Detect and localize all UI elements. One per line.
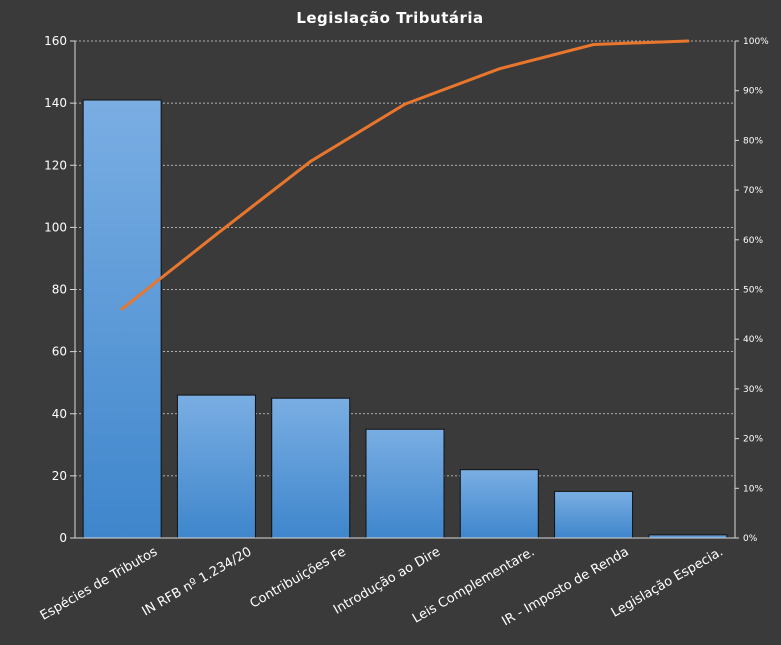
line-point: [592, 42, 596, 46]
y2-tick-label: 30%: [743, 385, 763, 395]
y-tick-label: 100: [44, 220, 67, 234]
y2-tick-label: 90%: [743, 87, 763, 97]
y-tick-label: 0: [59, 531, 67, 545]
y-tick-label: 80: [52, 283, 67, 297]
y2-tick-label: 40%: [743, 335, 763, 345]
y2-tick-label: 80%: [743, 136, 763, 146]
bar: [459, 469, 539, 539]
y2-tick-label: 0%: [743, 534, 758, 544]
bar: [176, 394, 256, 539]
y2-tick-label: 70%: [743, 186, 763, 196]
y-tick-label: 20: [52, 469, 67, 483]
y2-tick-label: 50%: [743, 286, 763, 296]
bar-series: [82, 99, 728, 539]
bar: [271, 397, 351, 539]
y-tick-label: 140: [44, 96, 67, 110]
y2-tick-label: 10%: [743, 484, 763, 494]
line-point: [214, 232, 218, 236]
y2-tick-label: 60%: [743, 236, 763, 246]
y2-tick-label: 100%: [743, 37, 769, 47]
line-point: [120, 307, 124, 311]
line-point: [497, 67, 501, 71]
bar: [554, 490, 634, 539]
y-tick-label: 160: [44, 34, 67, 48]
grid-lines: [75, 40, 735, 477]
line-point: [309, 159, 313, 163]
line-point: [403, 102, 407, 106]
y-tick-label: 60: [52, 345, 67, 359]
line-point: [686, 39, 690, 43]
chart-title: Legislação Tributária: [296, 9, 483, 27]
x-tick-label: Contribuições Fe: [248, 544, 349, 611]
bar: [82, 99, 162, 539]
bar: [365, 428, 445, 539]
y2-tick-label: 20%: [743, 435, 763, 445]
cumulative-line: [120, 39, 690, 311]
cumulative-line-series: [120, 39, 690, 311]
y-tick-label: 40: [52, 407, 67, 421]
y-tick-label: 120: [44, 158, 67, 172]
